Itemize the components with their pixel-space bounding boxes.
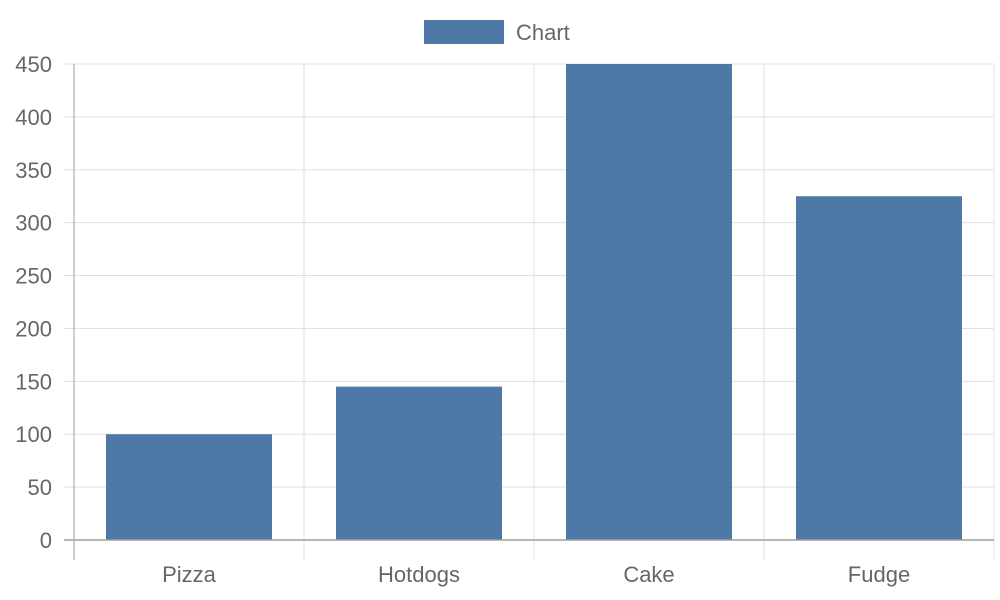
bar-hotdogs[interactable] xyxy=(336,386,502,540)
y-tick-label: 250 xyxy=(15,264,52,289)
y-tick-label: 450 xyxy=(15,52,52,77)
grid xyxy=(64,63,995,560)
y-tick-label: 350 xyxy=(15,158,52,183)
y-tick-label: 150 xyxy=(15,369,52,394)
y-tick-label: 200 xyxy=(15,316,52,341)
legend-swatch xyxy=(424,20,504,44)
bar-cake[interactable] xyxy=(566,64,732,540)
bar-fudge[interactable] xyxy=(796,196,962,540)
y-tick-label: 100 xyxy=(15,422,52,447)
y-tick-label: 0 xyxy=(40,528,52,553)
x-tick-label: Hotdogs xyxy=(378,562,460,587)
legend-label: Chart xyxy=(516,20,570,45)
legend[interactable]: Chart xyxy=(424,20,570,45)
x-tick-label: Pizza xyxy=(162,562,217,587)
x-tick-label: Fudge xyxy=(848,562,910,587)
y-tick-label: 400 xyxy=(15,105,52,130)
y-axis-tick-labels: 0 50 100 150 200 250 300 350 400 450 xyxy=(15,52,52,553)
bar-pizza[interactable] xyxy=(106,434,272,540)
axes xyxy=(64,64,994,560)
x-axis-tick-labels: Pizza Hotdogs Cake Fudge xyxy=(162,562,910,587)
bars xyxy=(106,64,962,540)
y-tick-label: 50 xyxy=(28,475,52,500)
y-tick-label: 300 xyxy=(15,211,52,236)
x-tick-label: Cake xyxy=(623,562,674,587)
